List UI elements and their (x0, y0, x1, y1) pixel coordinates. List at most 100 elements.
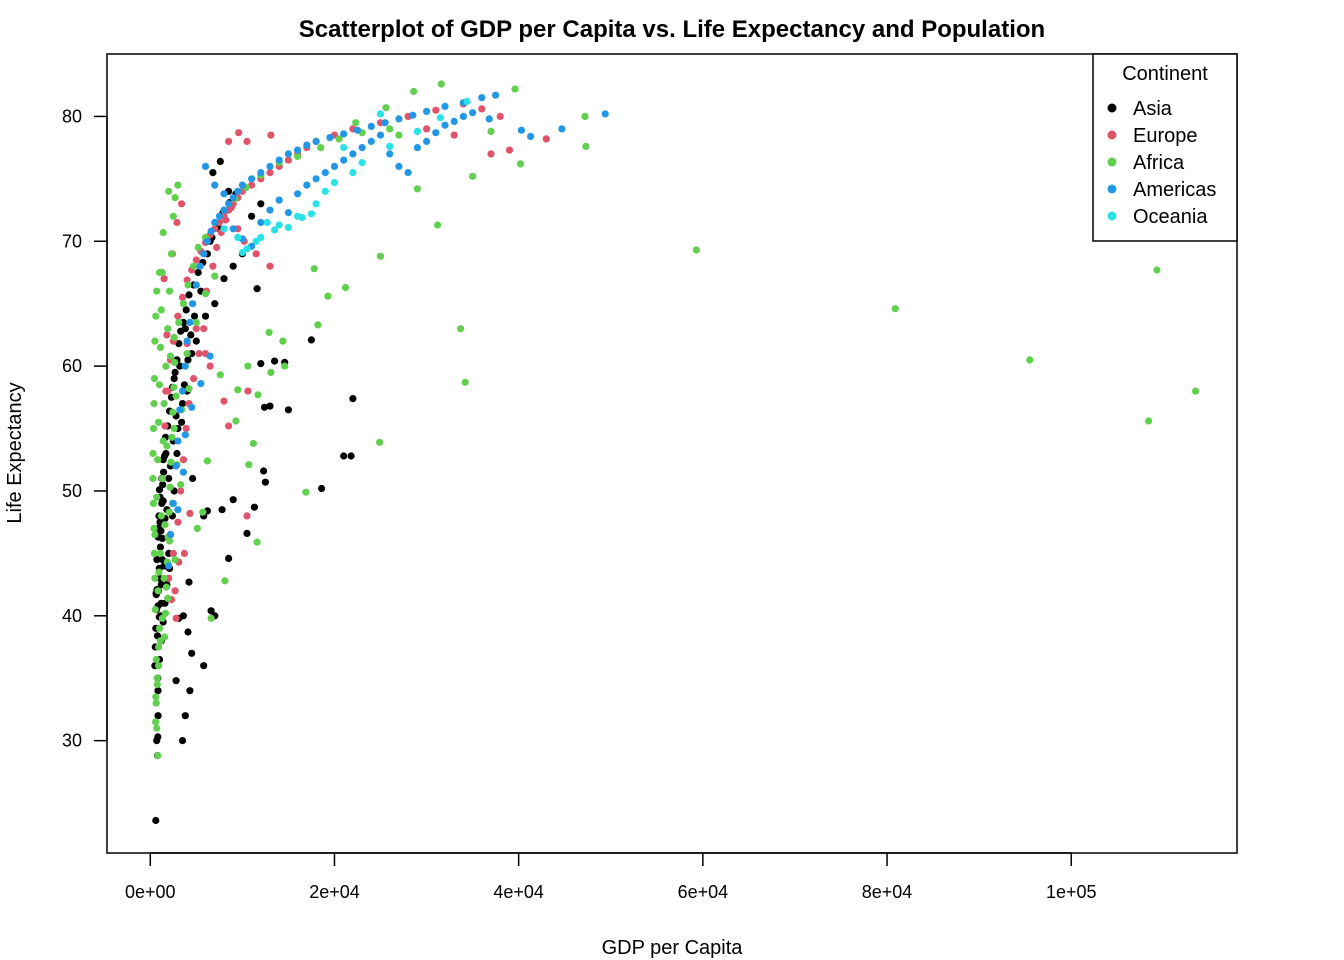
legend: Continent Asia Europe Africa Americas Oceani… (1092, 53, 1238, 242)
legend-marker-africa (1107, 157, 1117, 167)
point-africa-27 (159, 228, 167, 237)
point-africa-19 (155, 381, 164, 389)
point-oceania-4 (284, 223, 292, 232)
point-europe-79 (163, 331, 171, 339)
point-americas-15 (207, 227, 215, 235)
point-americas-1 (166, 531, 175, 539)
point-americas-16 (211, 218, 219, 227)
point-africa-40 (232, 417, 240, 425)
point-asia-67 (266, 402, 274, 410)
point-africa-37 (302, 488, 310, 496)
point-europe-39 (423, 125, 431, 133)
point-europe-46 (174, 518, 182, 526)
point-asia-58 (225, 554, 233, 563)
y-tick-label-4: 70 (62, 231, 82, 251)
point-africa-22 (164, 325, 172, 333)
point-americas-20 (229, 194, 237, 202)
point-americas-38 (423, 107, 431, 115)
point-americas-10 (189, 300, 197, 308)
point-europe-51 (190, 375, 198, 383)
point-oceania-13 (376, 110, 385, 118)
point-africa-93 (153, 680, 161, 689)
point-africa-133 (161, 609, 170, 617)
point-africa-128 (149, 499, 158, 507)
point-europe-64 (220, 397, 228, 405)
point-americas-74 (441, 121, 449, 129)
point-americas-60 (312, 175, 320, 183)
point-asia-124 (159, 456, 167, 464)
point-africa-21 (156, 343, 164, 351)
point-americas-46 (558, 125, 566, 133)
point-asia-50 (181, 712, 189, 720)
point-africa-77 (185, 385, 193, 393)
point-africa-45 (281, 362, 289, 370)
point-africa-112 (335, 135, 343, 143)
point-europe-82 (173, 218, 181, 227)
point-africa-31 (165, 187, 173, 195)
point-asia-54 (188, 649, 196, 657)
chart-title: Scatterplot of GDP per Capita vs. Life E… (299, 16, 1045, 43)
point-europe-8 (192, 256, 200, 264)
point-africa-114 (386, 125, 394, 133)
point-africa-81 (163, 442, 171, 450)
point-africa-3 (153, 674, 161, 682)
point-africa-29 (171, 194, 179, 202)
point-asia-73 (307, 336, 315, 344)
point-europe-21 (266, 169, 274, 177)
point-africa-62 (581, 112, 589, 120)
point-asia-27 (178, 400, 187, 408)
point-americas-35 (381, 119, 389, 127)
point-africa-46 (314, 321, 322, 329)
point-africa-44 (254, 391, 262, 399)
point-asia-65 (340, 452, 348, 460)
point-americas-80 (181, 431, 189, 439)
point-africa-12 (157, 512, 165, 520)
point-europe-67 (243, 512, 251, 520)
point-americas-11 (192, 281, 200, 289)
point-asia-90 (158, 499, 166, 507)
point-americas-63 (340, 156, 348, 164)
point-americas-83 (206, 352, 214, 360)
point-americas-27 (284, 150, 292, 158)
point-americas-56 (275, 196, 283, 204)
point-africa-126 (149, 449, 157, 458)
point-africa-42 (376, 438, 384, 446)
point-asia-51 (172, 677, 180, 685)
point-americas-33 (353, 126, 362, 134)
point-europe-63 (266, 262, 274, 270)
point-africa-83 (177, 481, 185, 489)
point-europe-35 (505, 146, 514, 154)
point-asia-60 (243, 529, 251, 538)
point-asia-2 (154, 712, 162, 720)
point-africa-124 (150, 400, 158, 408)
point-africa-10 (156, 549, 164, 558)
legend-label-asia: Asia (1133, 98, 1173, 120)
point-asia-70 (349, 395, 357, 403)
point-oceania-6 (312, 200, 320, 208)
point-asia-120 (157, 527, 165, 535)
point-oceania-16 (252, 237, 260, 245)
point-africa-111 (317, 144, 325, 152)
point-asia-69 (284, 406, 292, 414)
point-africa-100 (184, 281, 192, 289)
point-asia-32 (192, 337, 200, 345)
point-africa-61 (582, 142, 590, 150)
point-asia-105 (185, 291, 193, 299)
point-africa-16 (159, 437, 167, 445)
point-europe-33 (478, 105, 486, 113)
point-europe-58 (222, 216, 230, 224)
point-europe-53 (200, 325, 208, 333)
point-africa-32 (207, 614, 215, 622)
point-asia-130 (173, 449, 181, 458)
point-africa-20 (162, 362, 170, 370)
legend-box (1092, 53, 1238, 242)
point-asia-37 (220, 275, 228, 283)
point-africa-76 (216, 371, 224, 379)
point-europe-41 (243, 137, 251, 145)
point-europe-47 (177, 487, 185, 495)
point-africa-26 (167, 250, 176, 258)
point-africa-117 (201, 290, 210, 298)
point-africa-131 (151, 574, 159, 582)
point-africa-141 (169, 408, 177, 416)
point-asia-64 (318, 484, 326, 493)
